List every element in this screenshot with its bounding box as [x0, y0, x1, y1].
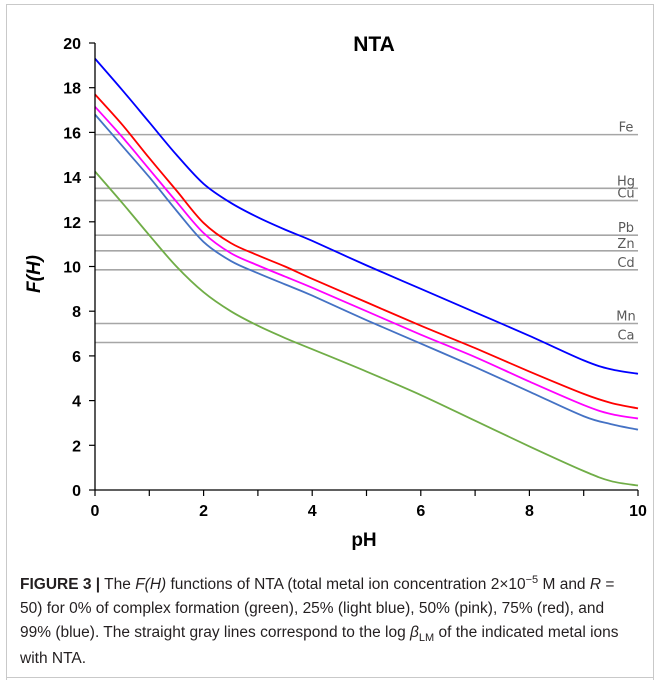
y-tick-label: 20	[63, 36, 81, 53]
x-axis-label: pH	[351, 530, 376, 551]
y-tick-label: 0	[72, 483, 81, 500]
y-ticks: 0 2 4 6 8 10 12 14 16 18 20	[63, 36, 95, 500]
y-tick-label: 10	[63, 260, 81, 277]
caption-beta: β	[410, 624, 419, 642]
caption-label: FIGURE 3 |	[20, 576, 101, 594]
y-tick-label: 12	[63, 215, 81, 232]
caption-text-1: The	[100, 576, 136, 594]
reference-label-cd: Cd	[617, 256, 634, 271]
figure-caption: FIGURE 3 | The F(H) functions of NTA (to…	[20, 572, 638, 671]
y-axis-label: F(H)	[24, 255, 45, 293]
x-tick-label: 0	[91, 503, 100, 520]
reference-label-cu: Cu	[617, 187, 634, 202]
caption-text-2: functions of NTA (total metal ion concen…	[166, 576, 526, 594]
reference-label-mn: Mn	[616, 309, 635, 324]
frame-bottom-rule	[6, 677, 654, 678]
y-tick-label: 8	[72, 304, 81, 321]
series-line-4	[94, 93, 639, 410]
x-ticks: 0 2 4 6 8 10	[91, 490, 647, 520]
reference-label-fe: Fe	[619, 121, 634, 136]
x-tick-label: 2	[199, 503, 208, 520]
y-tick-label: 2	[72, 438, 81, 455]
series-line-5	[94, 58, 639, 375]
x-tick-label: 4	[308, 503, 317, 520]
frame-top-rule	[6, 4, 654, 5]
y-tick-label: 18	[63, 81, 81, 98]
chart-title: NTA	[353, 33, 395, 56]
caption-fh: F(H)	[135, 576, 167, 594]
caption-text-5: of the indicated metal ions with NTA.	[20, 624, 619, 668]
x-tick-label: 6	[416, 503, 425, 520]
caption-r: R	[589, 576, 602, 594]
series-line-1	[94, 170, 639, 487]
series-group	[94, 58, 639, 487]
series-line-2	[94, 113, 639, 431]
series-line-3	[94, 106, 639, 420]
figure-frame	[6, 4, 654, 680]
caption-text-4: = 50) for 0% of complex formation (green…	[20, 576, 615, 642]
y-tick-label: 6	[72, 349, 81, 366]
reference-label-ca: Ca	[617, 328, 634, 343]
reference-label-pb: Pb	[618, 221, 634, 236]
x-tick-label: 8	[525, 503, 534, 520]
caption-beta-sub: LM	[418, 632, 435, 645]
y-tick-label: 4	[72, 394, 81, 411]
caption-exponent: −5	[525, 574, 539, 586]
caption-text-3: M and	[538, 576, 590, 594]
x-tick-label: 10	[629, 503, 647, 520]
y-tick-label: 14	[63, 170, 81, 187]
reference-label-hg: Hg	[617, 174, 635, 189]
reference-label-zn: Zn	[617, 237, 634, 252]
y-tick-label: 16	[63, 125, 81, 142]
